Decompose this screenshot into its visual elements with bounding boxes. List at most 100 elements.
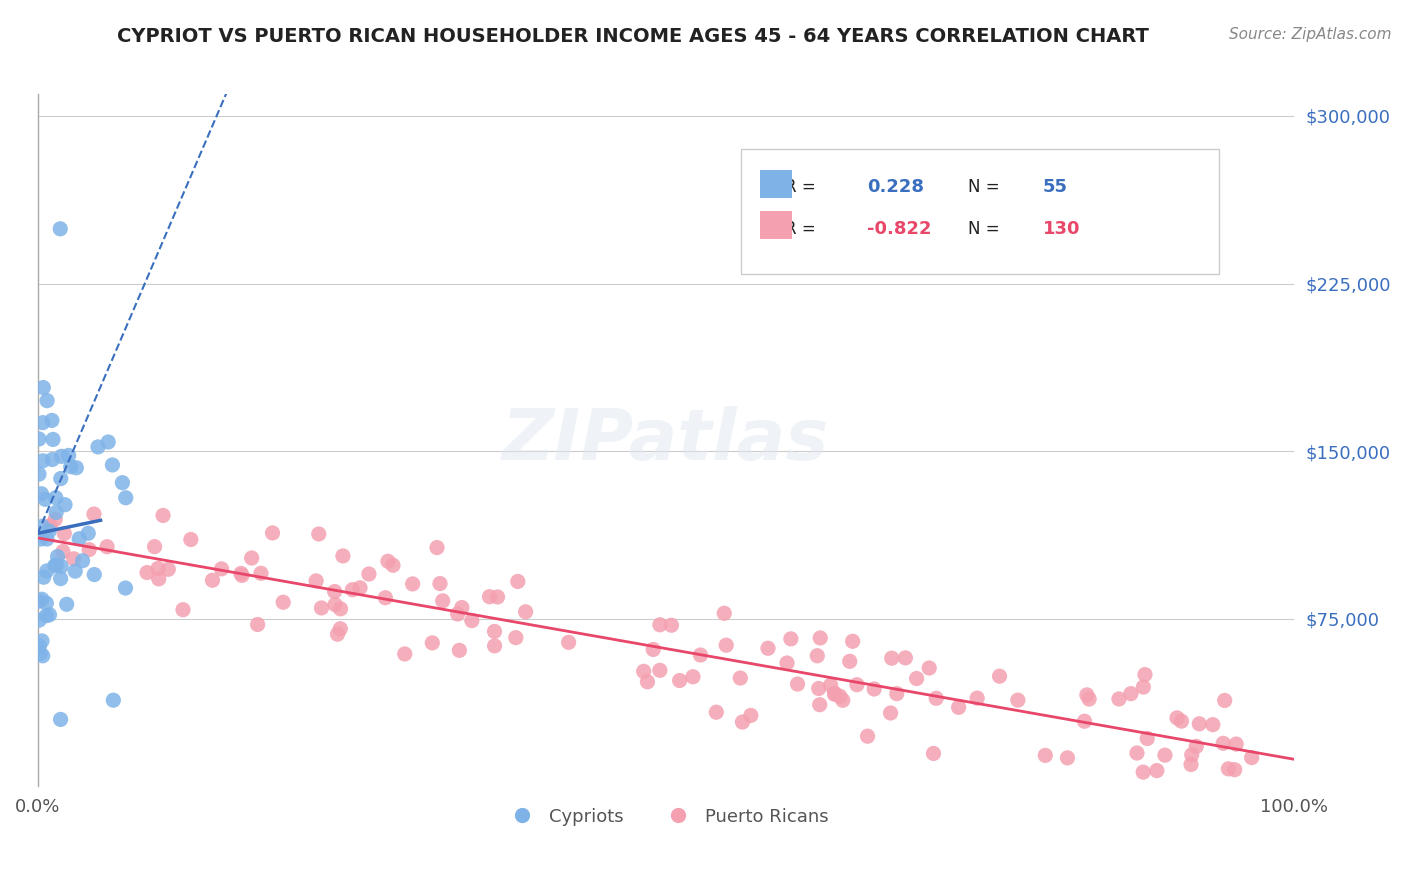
Point	[58, 449, 80, 463]
Point	[557, 635, 579, 649]
Text: 0.228: 0.228	[868, 178, 924, 196]
Point	[374, 591, 396, 605]
Point	[49, 222, 72, 236]
Point	[332, 549, 354, 563]
Text: Source: ZipAtlas.com: Source: ZipAtlas.com	[1229, 27, 1392, 42]
FancyBboxPatch shape	[741, 149, 1219, 274]
Point	[201, 573, 224, 587]
Point	[886, 687, 908, 701]
Point	[1154, 748, 1177, 763]
Point	[31, 454, 53, 468]
Point	[845, 678, 868, 692]
Point	[32, 380, 55, 394]
Point	[807, 681, 830, 696]
Point	[484, 639, 506, 653]
Point	[83, 567, 105, 582]
Point	[42, 433, 65, 447]
Point	[31, 634, 53, 648]
Point	[505, 631, 527, 645]
Point	[229, 566, 252, 581]
Point	[894, 651, 917, 665]
Point	[52, 544, 75, 558]
Point	[1076, 688, 1098, 702]
Point	[1007, 693, 1029, 707]
Point	[357, 566, 380, 581]
Point	[1132, 765, 1154, 780]
Point	[922, 747, 945, 761]
Text: 130: 130	[1043, 219, 1081, 237]
Point	[83, 507, 105, 521]
Point	[271, 595, 294, 609]
Point	[856, 729, 879, 743]
Point	[1180, 757, 1202, 772]
Point	[1166, 711, 1188, 725]
Point	[32, 570, 55, 584]
Point	[308, 527, 330, 541]
Point	[49, 572, 72, 586]
Point	[45, 558, 67, 572]
Point	[49, 471, 72, 485]
Point	[148, 572, 170, 586]
Point	[880, 651, 903, 665]
Point	[730, 671, 752, 685]
Point	[72, 554, 94, 568]
Point	[948, 700, 970, 714]
Point	[136, 566, 159, 580]
Point	[740, 708, 762, 723]
Point	[65, 460, 87, 475]
Point	[38, 524, 60, 538]
Point	[67, 532, 90, 546]
Point	[661, 618, 683, 632]
Point	[31, 592, 53, 607]
Point	[30, 646, 52, 660]
Point	[1108, 692, 1130, 706]
Point	[776, 656, 799, 670]
Point	[329, 622, 352, 636]
Point	[636, 674, 658, 689]
Point	[323, 598, 346, 612]
Point	[689, 648, 711, 662]
Point	[426, 541, 449, 555]
Point	[1126, 746, 1149, 760]
Point	[1212, 736, 1234, 750]
Point	[51, 450, 73, 464]
Point	[1056, 751, 1078, 765]
Point	[1218, 762, 1240, 776]
Point	[28, 639, 51, 653]
Point	[633, 665, 655, 679]
Point	[704, 705, 727, 719]
Point	[1136, 731, 1159, 746]
Point	[682, 670, 704, 684]
Point	[446, 607, 468, 621]
Point	[828, 690, 851, 704]
Point	[38, 607, 60, 622]
Point	[1146, 764, 1168, 778]
Text: N =: N =	[967, 219, 1000, 237]
Point	[114, 491, 136, 505]
Point	[1119, 687, 1142, 701]
Point	[506, 574, 529, 589]
Point	[31, 416, 53, 430]
Point	[35, 596, 58, 610]
Point	[59, 459, 82, 474]
Point	[35, 532, 58, 546]
Point	[143, 540, 166, 554]
Point	[731, 714, 754, 729]
Point	[77, 542, 100, 557]
Point	[45, 505, 67, 519]
Text: N =: N =	[967, 178, 1000, 196]
Point	[1073, 714, 1095, 729]
Point	[30, 487, 52, 501]
Point	[349, 581, 371, 595]
Point	[824, 687, 846, 701]
Point	[35, 393, 58, 408]
Point	[1170, 714, 1192, 728]
Point	[44, 558, 66, 573]
Point	[716, 638, 738, 652]
Point	[648, 663, 671, 677]
Point	[326, 627, 349, 641]
Point	[114, 581, 136, 595]
Point	[831, 693, 853, 707]
Point	[808, 698, 831, 712]
Point	[918, 661, 941, 675]
